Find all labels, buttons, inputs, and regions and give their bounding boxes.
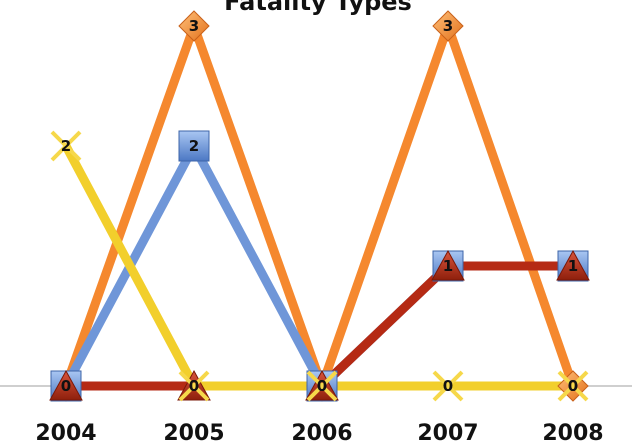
data-point-series-4-2004: 2 <box>50 130 82 162</box>
data-label: 2 <box>61 137 71 155</box>
data-label: 0 <box>568 377 578 395</box>
data-label: 0 <box>443 377 453 395</box>
data-point-series-3-2004: 0 <box>49 369 83 401</box>
x-marker-stroke-b <box>50 130 82 162</box>
x-tick-label-2008: 2008 <box>542 421 603 446</box>
x-tick-labels: 2004 2005 2006 2007 2008 <box>35 421 603 446</box>
data-label: 1 <box>443 257 453 275</box>
triangle-marker <box>49 369 83 401</box>
x-marker-stroke-b <box>432 370 464 402</box>
diamond-marker <box>432 10 464 42</box>
data-label: 0 <box>189 377 199 395</box>
triangle-marker <box>556 249 590 281</box>
data-label: 2 <box>189 137 199 155</box>
x-marker-stroke-b <box>557 370 589 402</box>
x-tick-label-2004: 2004 <box>35 421 96 446</box>
x-marker-stroke-b <box>178 370 210 402</box>
data-label: 1 <box>568 257 578 275</box>
diamond-marker <box>178 10 210 42</box>
x-tick-label-2005: 2005 <box>163 421 224 446</box>
data-label: 0 <box>61 377 71 395</box>
data-label: 0 <box>317 377 327 395</box>
data-point-series-4-2008: 0 <box>557 370 589 402</box>
data-point-series-1-2005: 3 <box>178 10 210 42</box>
data-point-series-3-2008: 1 <box>556 249 590 281</box>
x-tick-label-2007: 2007 <box>417 421 478 446</box>
triangle-marker <box>431 249 465 281</box>
x-tick-label-2006: 2006 <box>291 421 352 446</box>
data-point-series-4-2007: 0 <box>432 370 464 402</box>
chart-title: Fatality Types <box>224 0 412 16</box>
marker-layer: 03030020110001120000 <box>49 10 590 402</box>
square-marker <box>178 130 210 162</box>
x-marker-stroke-b <box>306 370 338 402</box>
data-label: 3 <box>189 17 199 35</box>
data-point-series-1-2007: 3 <box>432 10 464 42</box>
data-point-series-4-2005: 0 <box>178 370 210 402</box>
data-label: 3 <box>443 17 453 35</box>
data-point-series-2-2005: 2 <box>178 130 210 162</box>
data-point-series-3-2007: 1 <box>431 249 465 281</box>
data-point-series-4-2006: 0 <box>306 370 338 402</box>
series-line-1 <box>61 12 578 400</box>
series-layer <box>61 12 578 400</box>
